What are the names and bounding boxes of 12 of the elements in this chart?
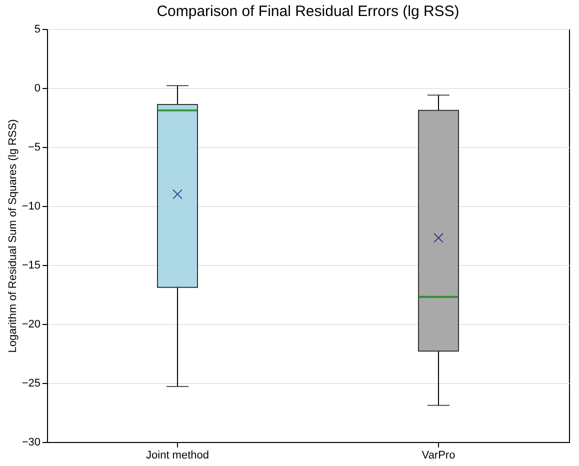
y-tick-label: 5	[34, 24, 40, 36]
x-tick-label: VarPro	[422, 450, 456, 462]
y-axis-title: Logarithm of Residual Sum of Squares (lg RSS)	[6, 119, 19, 353]
y-tick-label: −30	[22, 436, 40, 448]
chart-title: Comparison of Final Residual Errors (lg RSS)	[156, 3, 460, 20]
x-tick-label: Joint method	[146, 450, 209, 462]
y-tick-label: −10	[22, 200, 40, 212]
y-tick-label: −20	[22, 318, 40, 330]
y-tick-label: 0	[34, 82, 40, 94]
y-tick-label: −25	[22, 378, 40, 390]
y-tick-label: −5	[28, 142, 40, 154]
y-tick-label: −15	[22, 260, 40, 272]
